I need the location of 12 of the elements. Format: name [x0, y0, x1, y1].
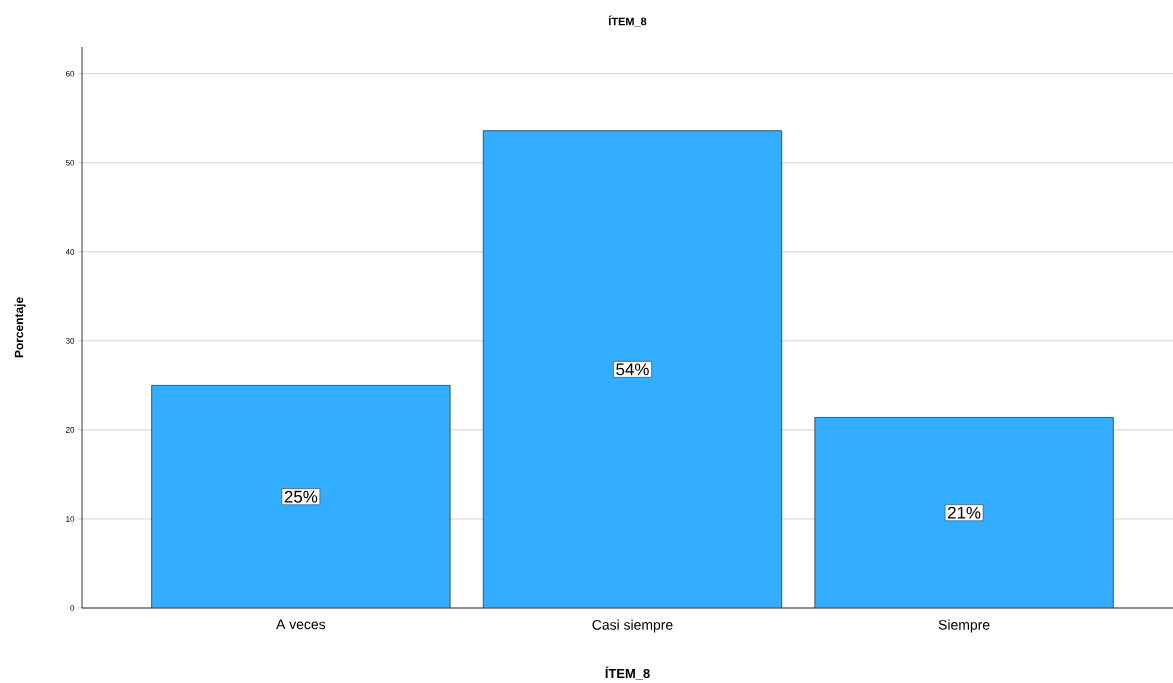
- data-label: 25%: [284, 490, 318, 503]
- bar: [151, 384, 451, 608]
- x-axis-title: ÍTEM_8: [605, 666, 650, 680]
- x-tick-label: Siempre: [938, 619, 990, 633]
- bar: [482, 130, 783, 608]
- y-axis-title: Porcentaje: [14, 297, 26, 358]
- data-label: 21%: [948, 506, 981, 519]
- x-tick-label: Casi siempre: [592, 619, 673, 633]
- x-tick-label: A veces: [276, 619, 326, 630]
- bar: [814, 417, 1114, 608]
- chart-title: ÍTEM_8: [608, 15, 647, 27]
- data-label: 54%: [616, 363, 649, 376]
